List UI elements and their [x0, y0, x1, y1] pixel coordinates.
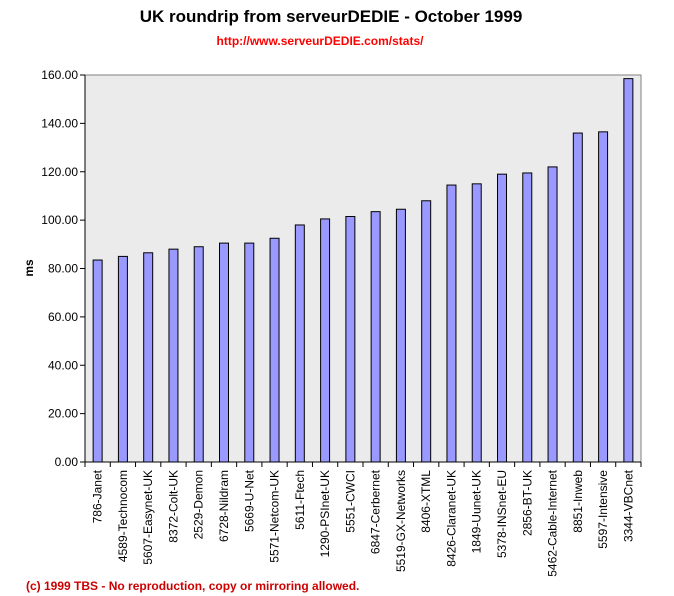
x-tick-label: 2856-BT-UK: [520, 470, 534, 536]
bar-5571-netcom-uk: [269, 237, 280, 463]
y-tick-label: 100.00: [41, 213, 78, 227]
x-tick-label: 5462-Cable-Internet: [546, 469, 560, 576]
x-tick-label: 6847-Cerbernet: [369, 469, 383, 554]
bar-786-janet: [92, 259, 103, 463]
x-tick-label: 786-Janet: [91, 469, 105, 523]
bar-8426-claranet-uk: [446, 184, 457, 463]
bar-5669-u-net: [244, 242, 255, 463]
bar-5378-insnet-eu: [497, 173, 507, 463]
bar-8406-xtml: [421, 200, 432, 463]
bar-5519-gx-networks: [395, 208, 406, 463]
x-tick-label: 5597-Intensive: [596, 470, 610, 549]
bar-6847-cerbernet: [370, 211, 381, 463]
y-tick-label: 160.00: [41, 68, 78, 82]
bar-8851-inweb: [572, 132, 583, 463]
bar-6728-nildram: [219, 242, 229, 463]
x-tick-label: 5571-Netcom-UK: [268, 470, 282, 563]
x-tick-label: 1849-Uunet-UK: [470, 470, 484, 553]
chart-title: UK roundrip from serveurDEDIE - October …: [139, 7, 523, 26]
x-tick-label: 5551-CWCI: [343, 470, 357, 533]
y-tick-label: 140.00: [41, 116, 78, 130]
bar-5462-cable-internet: [547, 166, 558, 463]
y-tick-label: 60.00: [48, 310, 78, 324]
y-tick-label: 80.00: [48, 262, 78, 276]
x-tick-label: 3344-VBCnet: [621, 469, 635, 542]
x-tick-label: 8406-XTML: [419, 470, 433, 533]
y-axis: 0.00 20.00 40.00 60.00 80.00 100.00 120.00 140.…: [41, 68, 86, 469]
y-tick-label: 120.00: [41, 165, 78, 179]
x-axis: 786-Janet 4589-Technocom 5607-Easynet-UK 83…: [84, 461, 642, 577]
bar-4589-technocom: [117, 255, 128, 463]
bar-1290-psinet-uk: [320, 218, 331, 463]
x-tick-label: 5519-GX-Networks: [394, 470, 408, 572]
bars: [92, 78, 634, 463]
x-tick-label: 8851-Inweb: [571, 470, 585, 533]
bar-2856-bt-uk: [522, 172, 533, 463]
y-axis-label: ms: [22, 259, 36, 277]
bar-2529-demon: [193, 246, 204, 463]
bar-5597-intensive: [598, 131, 609, 463]
x-tick-label: 8426-Claranet-UK: [444, 470, 458, 567]
x-tick-label: 5669-U-Net: [242, 469, 256, 532]
plot-area: [84, 74, 642, 463]
bar-5611-ftech: [294, 224, 305, 463]
x-tick-label: 5607-Easynet-UK: [141, 470, 155, 565]
x-tick-label: 6728-Nildram: [217, 470, 231, 542]
x-tick-label: 1290-PSInet-UK: [318, 470, 332, 557]
x-tick-label: 2529-Demon: [192, 470, 206, 539]
copyright-footer: (c) 1999 TBS - No reproduction, copy or …: [26, 579, 360, 593]
bar-3344-vbcnet: [623, 78, 634, 463]
y-tick-label: 20.00: [48, 407, 78, 421]
x-tick-label: 4589-Technocom: [116, 470, 130, 562]
y-tick-label: 0.00: [55, 455, 79, 469]
x-tick-label: 5611-Ftech: [293, 470, 307, 530]
x-tick-label: 8372-Colt-UK: [166, 470, 180, 543]
y-tick-label: 40.00: [48, 358, 78, 372]
bar-5607-easynet-uk: [143, 252, 154, 463]
bar-1849-uunet-uk: [471, 183, 482, 463]
chart-subtitle-link[interactable]: http://www.serveurDEDIE.com/stats/: [216, 34, 424, 48]
bar-8372-colt-uk: [168, 248, 179, 463]
bar-5551-cwci: [345, 215, 356, 463]
x-tick-label: 5378-INSnet-EU: [495, 470, 509, 558]
